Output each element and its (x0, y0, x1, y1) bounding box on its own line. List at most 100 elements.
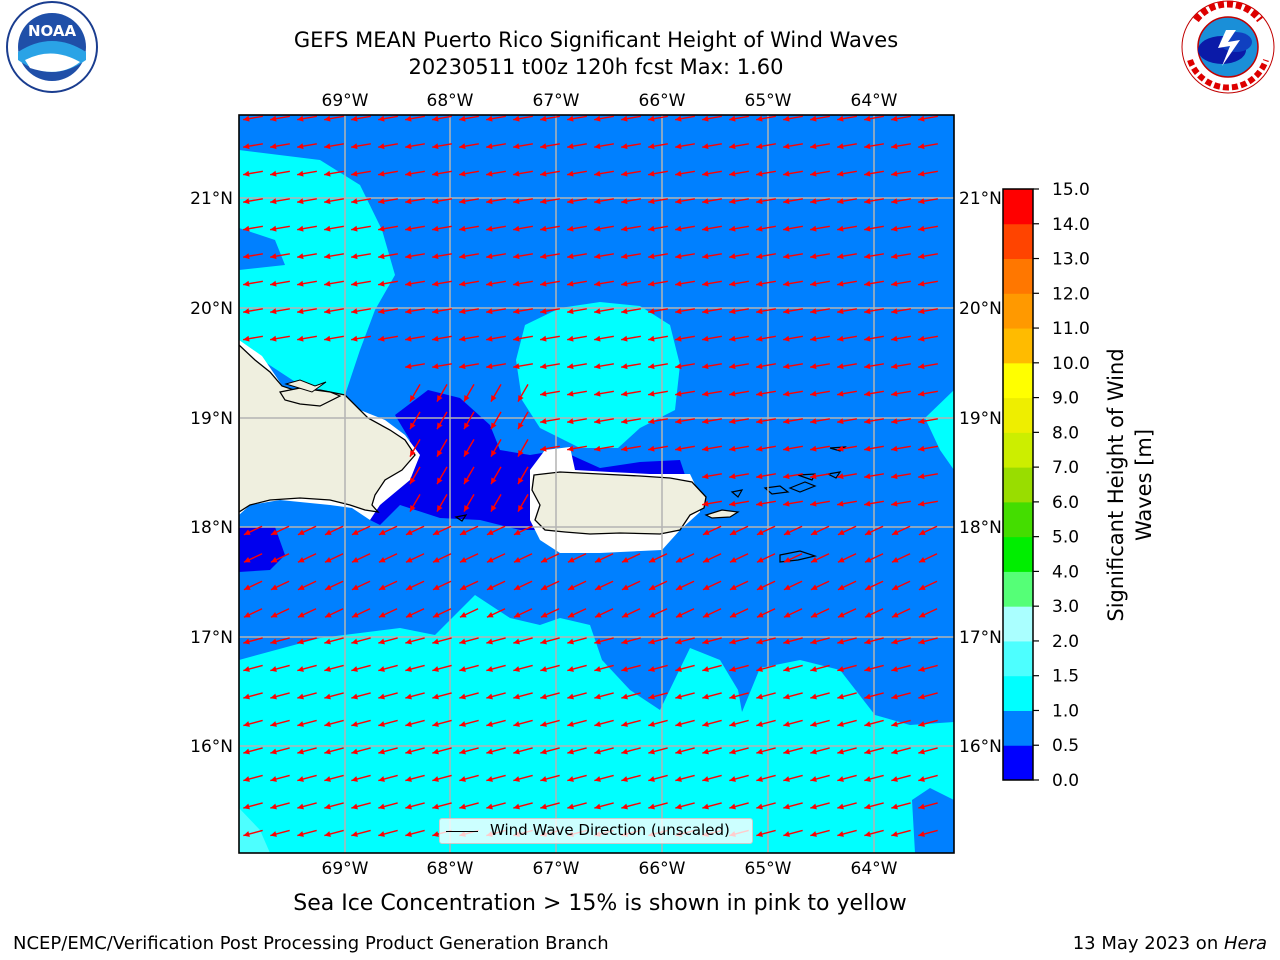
wave-arrow-head (675, 803, 682, 810)
wave-arrow-head (864, 143, 871, 150)
wave-arrow-head (702, 280, 709, 287)
lat-label-right-2: 19°N (959, 409, 1002, 429)
wave-arrow-head (351, 170, 358, 177)
wave-arrow-head (621, 390, 628, 397)
wave-arrow-head (648, 721, 655, 727)
wave-arrow-head (729, 776, 736, 782)
colorbar-segment-5 (1003, 571, 1033, 607)
wave-arrow-head (270, 253, 277, 260)
wave-arrow-head (756, 170, 763, 177)
wave-arrow-head (621, 363, 628, 370)
wave-arrow-head (405, 748, 412, 755)
wave-arrow-head (513, 170, 520, 177)
wave-arrow-head (297, 253, 304, 260)
colorbar-segment-2 (1003, 675, 1033, 711)
wave-arrow-head (918, 748, 925, 755)
wave-arrow-head (864, 666, 871, 672)
wave-arrow-head (702, 143, 709, 150)
wave-arrow-head (567, 556, 575, 563)
wave-arrow-head (810, 198, 817, 205)
wave-arrow-head (297, 556, 305, 563)
wave-arrow-head (351, 225, 358, 232)
wave-arrow-head (270, 748, 277, 755)
wave-arrow-head (540, 666, 547, 672)
wave-arrow-head (837, 390, 844, 397)
wave-arrow-head (432, 143, 439, 150)
wave-arrow-head (837, 611, 845, 618)
wave-arrow-head (324, 803, 331, 810)
wave-arrow-head (702, 693, 709, 700)
wave-arrow-head (540, 638, 547, 645)
wave-arrow-head (459, 666, 466, 672)
wave-arrow-head (243, 638, 250, 645)
wave-arrow-head (324, 666, 331, 672)
wave-arrow-head (540, 748, 547, 755)
wave-arrow-head (486, 748, 493, 755)
wave-arrow-head (513, 280, 520, 287)
wave-arrow-head (810, 638, 817, 645)
wave-arrow-head (918, 308, 925, 315)
wave-arrow-head (702, 225, 709, 232)
wave-arrow-head (810, 363, 817, 370)
wave-arrow-head (324, 611, 332, 618)
wave-arrow-head (783, 638, 790, 645)
wave-arrow-head (729, 198, 736, 205)
wave-arrow-head (891, 748, 898, 755)
wave-arrow-head (864, 198, 871, 205)
wave-arrow-head (837, 776, 844, 782)
wave-arrow-head (810, 584, 818, 590)
lat-label-left-3: 18°N (190, 518, 233, 538)
wave-arrow-head (729, 556, 737, 563)
wave-arrow-head (756, 143, 763, 150)
wave-arrow-head (648, 308, 655, 315)
wave-arrow-head (540, 390, 547, 397)
wave-arrow-head (324, 253, 331, 260)
wave-arrow-head (864, 529, 872, 535)
wave-arrow-head (405, 803, 412, 810)
wave-arrow-head (918, 529, 926, 535)
wave-arrow-head (378, 693, 385, 700)
wave-arrow-head (675, 418, 682, 425)
legend-box (439, 818, 753, 844)
wave-arrow-head (378, 584, 386, 590)
colorbar-tick-17: 15.0 (1052, 180, 1090, 200)
wave-arrow-head (891, 225, 898, 232)
wave-arrow-head (405, 693, 412, 700)
lon-label-bottom-4: 65°W (745, 859, 792, 879)
wave-arrow-head (621, 666, 628, 672)
wave-arrow-head (729, 280, 736, 287)
wave-arrow-head (756, 280, 763, 287)
wave-arrow-head (891, 473, 898, 480)
colorbar-tick-7: 5.0 (1052, 528, 1079, 548)
wave-arrow-head (513, 335, 520, 342)
colorbar-segment-9 (1003, 432, 1033, 468)
wave-arrow-head (702, 803, 709, 810)
wave-arrow-head (459, 693, 466, 700)
wave-arrow-head (891, 529, 899, 535)
wave-arrow-head (648, 556, 656, 563)
wave-arrow-head (459, 638, 466, 645)
colorbar-tick-0: 0.0 (1052, 771, 1079, 791)
wave-arrow-head (729, 170, 736, 177)
wave-arrow-head (270, 556, 278, 563)
wave-arrow-head (243, 693, 250, 700)
lon-label-bottom-3: 66°W (639, 859, 686, 879)
wave-arrow-head (756, 335, 763, 342)
wave-arrow-head (567, 776, 574, 782)
wave-arrow-head (729, 335, 736, 342)
wave-arrow-head (405, 529, 413, 535)
wave-arrow-head (459, 253, 466, 260)
wave-arrow-head (810, 418, 817, 425)
wave-arrow-head (783, 390, 790, 397)
wave-arrow-head (297, 831, 304, 837)
wave-arrow-head (810, 666, 817, 672)
wave-arrow-head (432, 831, 439, 837)
wave-arrow-head (648, 693, 655, 700)
wave-arrow-head (351, 803, 358, 810)
wave-arrow-head (675, 748, 682, 755)
wave-arrow-head (648, 776, 655, 782)
colorbar-tick-15: 13.0 (1052, 250, 1090, 270)
lon-label-bottom-1: 68°W (427, 859, 474, 879)
wave-arrow-head (513, 225, 520, 232)
wave-arrow-head (729, 666, 736, 672)
